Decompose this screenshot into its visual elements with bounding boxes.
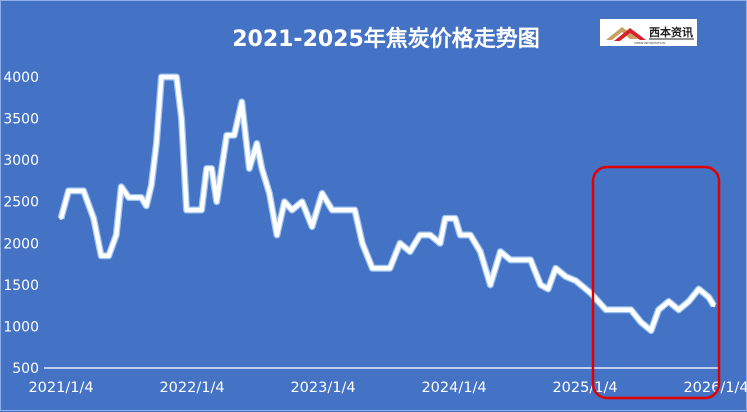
data-point bbox=[154, 142, 158, 146]
y-tick-label: 4000 bbox=[3, 70, 39, 86]
data-point bbox=[119, 185, 123, 189]
data-point bbox=[687, 299, 691, 303]
data-point bbox=[220, 166, 224, 170]
data-point bbox=[127, 196, 131, 200]
data-point bbox=[282, 200, 286, 204]
data-point bbox=[604, 308, 608, 312]
logo: 西本资讯 XIBEN INFORMATION bbox=[600, 19, 697, 46]
x-tick-label: 2023/1/4 bbox=[290, 380, 355, 396]
x-tick-label: 2022/1/4 bbox=[159, 380, 224, 396]
data-point bbox=[275, 233, 279, 237]
data-point bbox=[508, 258, 512, 262]
y-tick-label: 2500 bbox=[3, 195, 39, 211]
data-point bbox=[225, 133, 229, 137]
data-point bbox=[180, 117, 184, 121]
x-tick-label: 2026/1/4 bbox=[683, 380, 747, 396]
data-point bbox=[353, 208, 357, 212]
data-point bbox=[310, 225, 314, 229]
data-point bbox=[149, 183, 153, 187]
svg-text:XIBEN INFORMATION: XIBEN INFORMATION bbox=[634, 41, 665, 45]
data-point bbox=[185, 208, 189, 212]
data-point bbox=[107, 254, 111, 258]
data-point bbox=[205, 166, 209, 170]
data-point bbox=[139, 196, 143, 200]
data-point bbox=[707, 295, 711, 299]
data-point bbox=[428, 233, 432, 237]
data-point bbox=[330, 208, 334, 212]
data-point bbox=[418, 233, 422, 237]
data-point bbox=[240, 100, 244, 104]
data-point bbox=[546, 287, 550, 291]
data-point bbox=[539, 283, 543, 287]
data-point bbox=[200, 208, 204, 212]
chart-title: 2021-2025年焦炭价格走势图 bbox=[232, 27, 540, 52]
y-tick-label: 1500 bbox=[3, 278, 39, 294]
data-point bbox=[114, 233, 118, 237]
data-point bbox=[247, 166, 251, 170]
data-point bbox=[210, 166, 214, 170]
data-point bbox=[232, 133, 236, 137]
data-point bbox=[697, 287, 701, 291]
data-point bbox=[175, 75, 179, 79]
y-tick-label: 1000 bbox=[3, 319, 39, 335]
data-point bbox=[59, 216, 63, 220]
x-tick-label: 2024/1/4 bbox=[421, 380, 486, 396]
data-point bbox=[564, 275, 568, 279]
y-tick-label: 2000 bbox=[3, 236, 39, 252]
data-point bbox=[360, 241, 364, 245]
data-point bbox=[320, 191, 324, 195]
data-point bbox=[453, 216, 457, 220]
data-point bbox=[498, 250, 502, 254]
data-point bbox=[619, 308, 623, 312]
data-point bbox=[639, 320, 643, 324]
data-point bbox=[388, 266, 392, 270]
data-point bbox=[677, 308, 681, 312]
data-point bbox=[488, 283, 492, 287]
x-tick-label: 2021/1/4 bbox=[28, 380, 93, 396]
data-point bbox=[458, 233, 462, 237]
data-point bbox=[267, 191, 271, 195]
data-point bbox=[554, 266, 558, 270]
data-point bbox=[144, 204, 148, 208]
data-point bbox=[712, 304, 716, 308]
data-point bbox=[99, 254, 103, 258]
data-point bbox=[438, 241, 442, 245]
data-point bbox=[159, 75, 163, 79]
data-point bbox=[67, 189, 71, 193]
x-tick-label: 2025/1/4 bbox=[552, 380, 617, 396]
data-point bbox=[478, 250, 482, 254]
data-point bbox=[255, 142, 259, 146]
data-point bbox=[408, 250, 412, 254]
data-point bbox=[290, 208, 294, 212]
y-tick-label: 3000 bbox=[3, 153, 39, 169]
data-point bbox=[667, 299, 671, 303]
data-point bbox=[629, 308, 633, 312]
data-point bbox=[300, 200, 304, 204]
y-tick-label: 3500 bbox=[3, 112, 39, 128]
data-point bbox=[649, 329, 653, 333]
data-point bbox=[574, 279, 578, 283]
highlight-box bbox=[591, 165, 721, 400]
data-point bbox=[589, 291, 593, 295]
data-point bbox=[657, 308, 661, 312]
data-point bbox=[529, 258, 533, 262]
data-point bbox=[370, 266, 374, 270]
data-point bbox=[443, 216, 447, 220]
data-point bbox=[398, 241, 402, 245]
data-point bbox=[215, 200, 219, 204]
data-point bbox=[468, 233, 472, 237]
data-point bbox=[92, 216, 96, 220]
data-point bbox=[82, 189, 86, 193]
data-point bbox=[260, 166, 264, 170]
y-tick-label: 500 bbox=[12, 361, 39, 377]
svg-text:西本资讯: 西本资讯 bbox=[649, 25, 693, 39]
